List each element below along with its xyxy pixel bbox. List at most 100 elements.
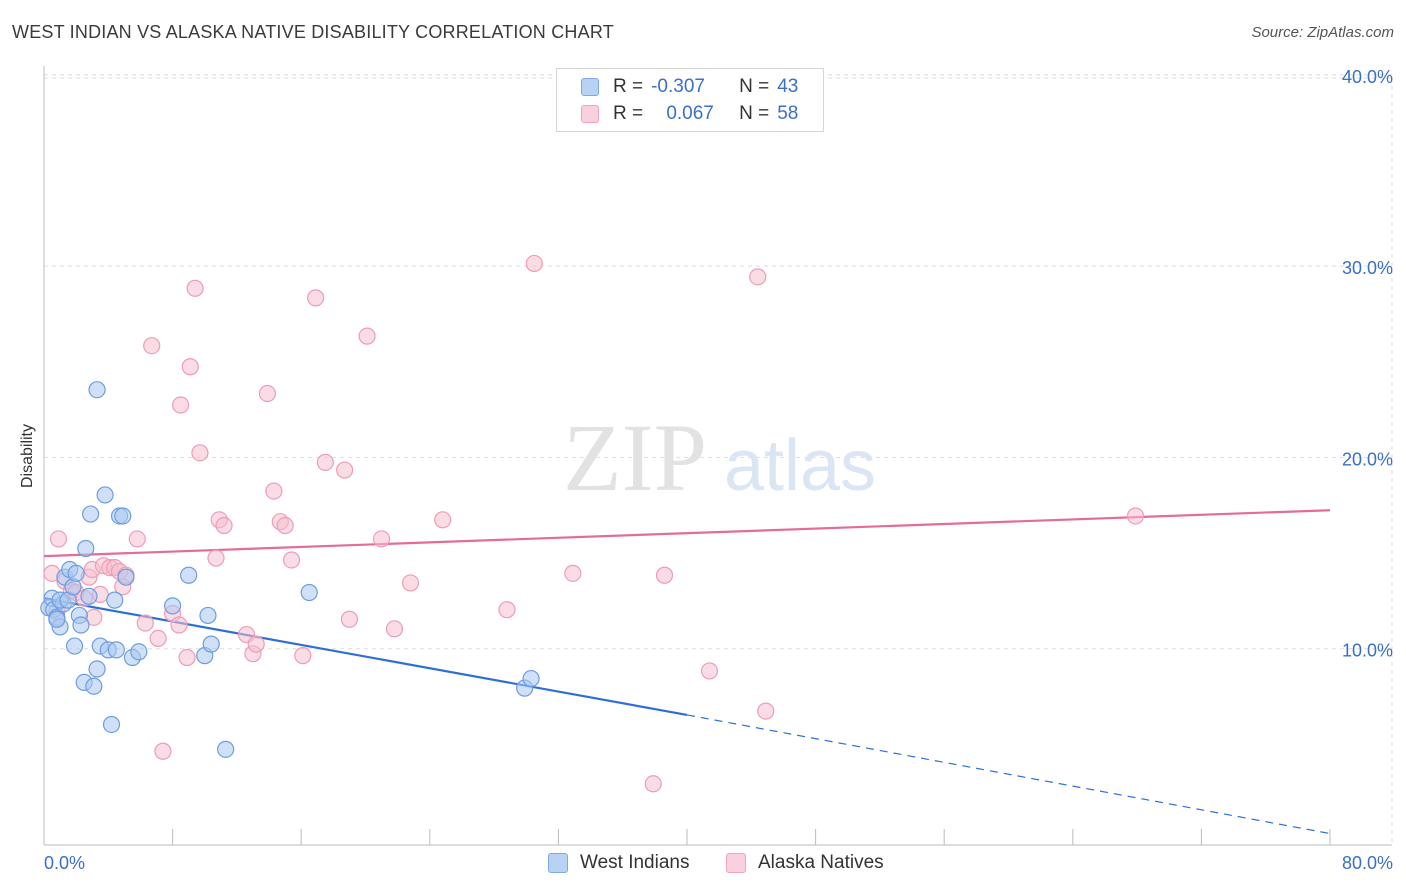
blue-swatch-icon: [581, 78, 599, 96]
alaska-natives-point: [143, 337, 161, 355]
west-indians-point: [88, 381, 106, 399]
alaska-natives-point: [172, 396, 190, 414]
y-tick-label: 20.0%: [1342, 449, 1393, 469]
alaska-natives-point: [385, 620, 404, 638]
legend-row-alaska-natives: R = 0.067 N = 58: [581, 102, 798, 126]
alaska-natives-point: [498, 601, 516, 619]
alaska-natives-point: [655, 566, 674, 584]
alaska-natives-point: [49, 530, 68, 548]
alaska-natives-point: [265, 482, 283, 500]
r-label: R =: [613, 103, 644, 124]
r-label: R =: [613, 76, 644, 97]
west-indians-point: [77, 539, 95, 558]
alaska-natives-point: [181, 358, 199, 376]
west-indians-point: [522, 669, 540, 688]
watermark-atlas: atlas: [724, 426, 876, 506]
west-indians-point: [88, 660, 106, 678]
alaska-natives-point: [149, 629, 167, 647]
alaska-natives-point: [749, 268, 767, 286]
alaska-natives-point: [307, 289, 325, 307]
alaska-natives-point: [154, 742, 172, 760]
alaska-natives-point: [434, 511, 452, 529]
legend-row-west-indians: R = -0.307 N = 43: [581, 75, 798, 99]
west-indians-trend-extension: [686, 714, 1331, 835]
alaska-natives-point: [178, 648, 196, 667]
alaska-natives-point: [700, 662, 719, 680]
west-indians-point: [85, 677, 103, 695]
alaska-natives-point: [336, 461, 354, 479]
y-tick-label: 30.0%: [1342, 258, 1393, 278]
west-indians-point: [117, 568, 135, 586]
n-value: 43: [777, 76, 799, 97]
west-indians-point: [48, 610, 66, 628]
west-indians-point: [65, 637, 84, 655]
blue-swatch-icon: [548, 853, 568, 873]
alaska-natives-point: [564, 564, 582, 582]
y-axis-label: Disability: [19, 423, 36, 489]
chart-title: WEST INDIAN VS ALASKA NATIVE DISABILITY …: [12, 22, 614, 42]
correlation-legend: R = -0.307 N = 43 R = 0.067 N = 58: [556, 68, 824, 132]
west-indians-point: [217, 740, 235, 758]
n-label: N =: [739, 76, 770, 97]
y-tick-label: 10.0%: [1342, 641, 1393, 661]
alaska-natives-point: [294, 647, 312, 665]
tick-labels: 10.0% 20.0% 30.0% 40.0% 0.0% 80.0%: [44, 67, 1393, 873]
source-label: Source: ZipAtlas.com: [1251, 24, 1394, 41]
watermark-zip: ZIP: [563, 404, 707, 511]
west-indians-point: [106, 591, 124, 609]
alaska-natives-point: [316, 453, 334, 471]
alaska-natives-point: [1126, 507, 1145, 525]
west-indians-point: [107, 641, 125, 659]
alaska-natives-point: [340, 610, 359, 628]
x-tick-label: 0.0%: [44, 853, 85, 873]
data-points: [40, 254, 1145, 793]
y-tick-label: 40.0%: [1342, 67, 1393, 87]
west-indians-point: [300, 583, 318, 602]
r-value: 0.067: [666, 103, 714, 124]
alaska-natives-point: [247, 635, 265, 653]
grid: [44, 74, 1393, 845]
west-indians-point: [199, 606, 217, 625]
alaska-natives-point: [401, 574, 420, 592]
west-indians-point: [82, 505, 100, 523]
west-indians-point: [96, 486, 114, 504]
x-tick-label: 80.0%: [1342, 853, 1393, 873]
alaska-natives-trend-line: [43, 509, 1331, 558]
alaska-natives-point: [282, 551, 301, 569]
alaska-natives-point: [372, 530, 391, 548]
west-indians-point: [180, 566, 198, 584]
n-value: 58: [777, 103, 799, 124]
legend-label: West Indians: [580, 852, 690, 873]
legend-item-west-indians[interactable]: West Indians: [548, 852, 689, 874]
west-indians-point: [202, 635, 220, 653]
west-indians-point: [102, 715, 121, 734]
legend-item-alaska-natives[interactable]: Alaska Natives: [726, 852, 884, 874]
pink-swatch-icon: [726, 853, 746, 873]
west-indians-point: [67, 564, 85, 582]
pink-swatch-icon: [581, 105, 599, 123]
west-indians-point: [130, 643, 148, 661]
alaska-natives-point: [358, 327, 376, 345]
axes: [43, 66, 1392, 846]
r-value: -0.307: [651, 76, 705, 97]
west-indians-point: [164, 597, 182, 615]
alaska-natives-point: [207, 549, 225, 567]
west-indians-point: [72, 616, 90, 634]
alaska-natives-point: [215, 516, 233, 535]
legend-label: Alaska Natives: [758, 852, 884, 873]
west-indians-point: [114, 507, 132, 525]
west-indians-point: [80, 587, 98, 605]
alaska-natives-point: [186, 279, 204, 297]
alaska-natives-point: [258, 384, 277, 403]
alaska-natives-point: [644, 775, 662, 793]
alaska-natives-point: [136, 614, 154, 632]
alaska-natives-point: [757, 702, 775, 720]
trend-lines: [43, 509, 1331, 835]
alaska-natives-point: [191, 444, 209, 462]
alaska-natives-point: [128, 530, 146, 548]
n-label: N =: [739, 103, 770, 124]
alaska-natives-point: [170, 616, 188, 634]
alaska-natives-point: [276, 516, 294, 535]
alaska-natives-point: [525, 254, 543, 273]
